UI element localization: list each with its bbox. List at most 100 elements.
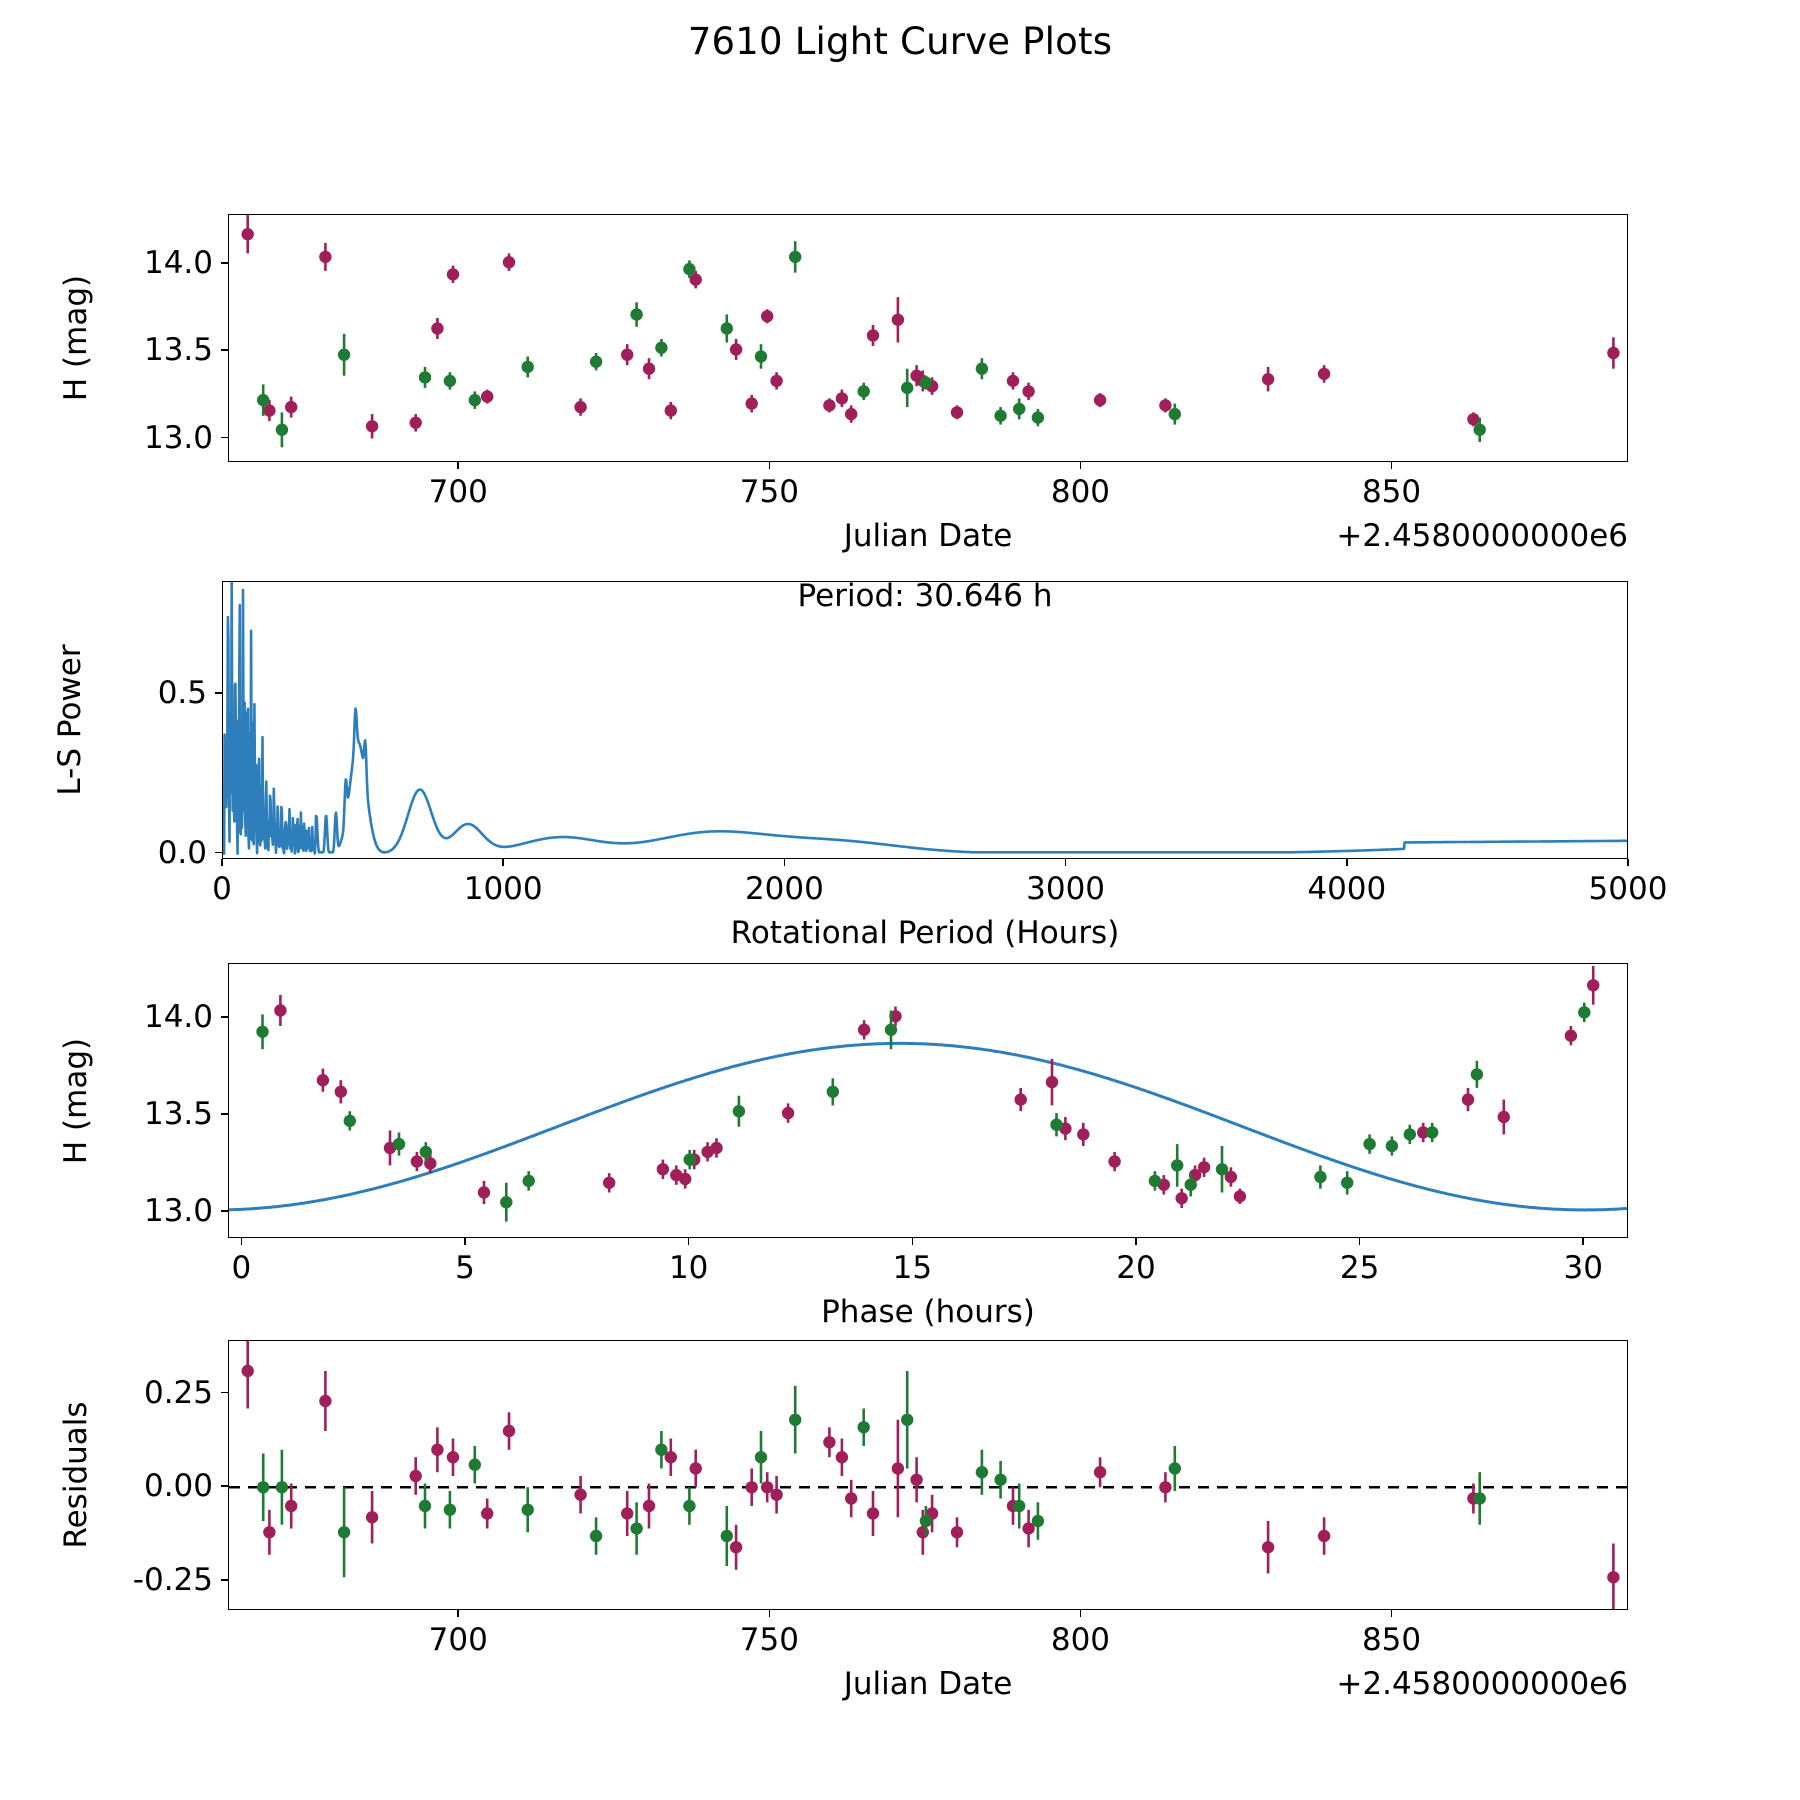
y-tick-mark	[215, 692, 222, 694]
y-tick-label: 0.0	[157, 834, 207, 871]
y-tick-mark	[221, 349, 228, 352]
plot-area-periodogram	[222, 581, 1628, 859]
data-point	[994, 409, 1007, 422]
data-point	[502, 256, 516, 269]
y-tick-label: 0.5	[157, 674, 207, 711]
x-tick-label: 750	[739, 1622, 799, 1658]
data-point	[1467, 413, 1480, 426]
data-point	[1159, 1481, 1172, 1494]
y-tick-label: 13.5	[143, 1096, 213, 1133]
series-series_a	[241, 1341, 1620, 1609]
x-tick-label: 20	[1116, 1250, 1156, 1286]
data-point	[589, 1529, 603, 1543]
x-tick-label: 850	[1361, 474, 1422, 510]
data-point	[1168, 1462, 1181, 1475]
data-point	[789, 1413, 802, 1426]
data-point	[468, 1458, 481, 1471]
plot-canvas-residuals	[229, 1341, 1627, 1609]
data-point	[241, 228, 254, 241]
x-tick-label: 2000	[744, 871, 824, 907]
data-point	[689, 273, 702, 286]
data-point	[720, 322, 733, 335]
data-point	[1341, 1176, 1354, 1189]
data-point	[889, 1010, 902, 1023]
x-tick-label: 5	[455, 1250, 475, 1286]
series-series_b	[257, 241, 1486, 448]
y-tick-mark	[221, 436, 228, 439]
x-tick-mark	[502, 859, 504, 866]
data-point	[1607, 346, 1620, 360]
data-point	[424, 1157, 437, 1170]
x-tick-label: 800	[1050, 474, 1111, 510]
y-tick-label: 13.5	[143, 332, 213, 369]
data-point	[431, 322, 444, 335]
plot-area-lightcurve	[228, 214, 1628, 462]
data-point	[521, 360, 534, 374]
y-tick-label: 13.0	[143, 1192, 213, 1229]
data-point	[642, 1499, 656, 1513]
data-point	[446, 1451, 460, 1464]
data-point	[1587, 979, 1600, 992]
data-point	[1031, 1514, 1045, 1528]
data-point	[664, 404, 677, 417]
data-point	[319, 250, 332, 264]
data-point	[1050, 1118, 1063, 1131]
data-point	[919, 1514, 933, 1528]
y-tick-mark	[221, 1210, 228, 1212]
data-point	[1578, 1006, 1591, 1019]
data-point	[443, 374, 457, 388]
data-point	[835, 1451, 849, 1464]
data-point	[1497, 1110, 1511, 1124]
data-point	[431, 1443, 444, 1456]
data-point	[754, 350, 768, 363]
data-point	[1261, 373, 1275, 386]
data-point	[1184, 1178, 1197, 1191]
data-point	[589, 355, 603, 368]
data-point	[481, 390, 494, 403]
y-tick-mark	[221, 1579, 228, 1581]
data-point	[334, 1085, 347, 1098]
x-tick-mark	[1135, 1238, 1137, 1245]
data-point	[1175, 1192, 1188, 1205]
plot-canvas-phase-folded	[229, 965, 1627, 1222]
x-tick-label: 5000	[1588, 871, 1668, 907]
data-point	[689, 1462, 702, 1475]
data-point	[975, 362, 989, 375]
data-point	[745, 1481, 758, 1494]
x-tick-mark	[1627, 859, 1629, 866]
data-point	[994, 1473, 1007, 1486]
data-point	[835, 392, 849, 405]
data-point	[1013, 402, 1026, 416]
data-point	[1022, 1522, 1035, 1535]
data-point	[857, 1421, 870, 1434]
data-point	[789, 250, 802, 264]
x-tick-label: 700	[428, 1622, 488, 1658]
data-point	[1564, 1029, 1578, 1042]
data-point	[683, 262, 696, 276]
data-point	[603, 1176, 616, 1189]
data-point	[910, 1473, 923, 1486]
data-point	[522, 1174, 535, 1188]
data-point	[745, 397, 758, 410]
y-tick-mark	[221, 1485, 228, 1488]
data-point	[1168, 407, 1181, 421]
data-point	[285, 1499, 298, 1513]
data-point	[630, 1522, 643, 1535]
axis-label-x: Rotational Period (Hours)	[730, 915, 1120, 951]
data-point	[1093, 1466, 1107, 1479]
plot-area-phase-folded	[228, 963, 1628, 1238]
data-point	[683, 1153, 696, 1166]
data-point	[1006, 374, 1020, 388]
x-tick-label: 30	[1563, 1250, 1603, 1286]
data-point	[1233, 1190, 1247, 1203]
plot-area-residuals	[228, 1340, 1628, 1610]
data-point	[1473, 423, 1486, 436]
periodogram-curve	[223, 582, 1627, 855]
x-tick-label: 1000	[463, 871, 543, 907]
data-point	[410, 1155, 424, 1168]
x-tick-mark	[1390, 462, 1393, 469]
data-point	[679, 1172, 692, 1186]
x-tick-label: 700	[428, 474, 488, 510]
